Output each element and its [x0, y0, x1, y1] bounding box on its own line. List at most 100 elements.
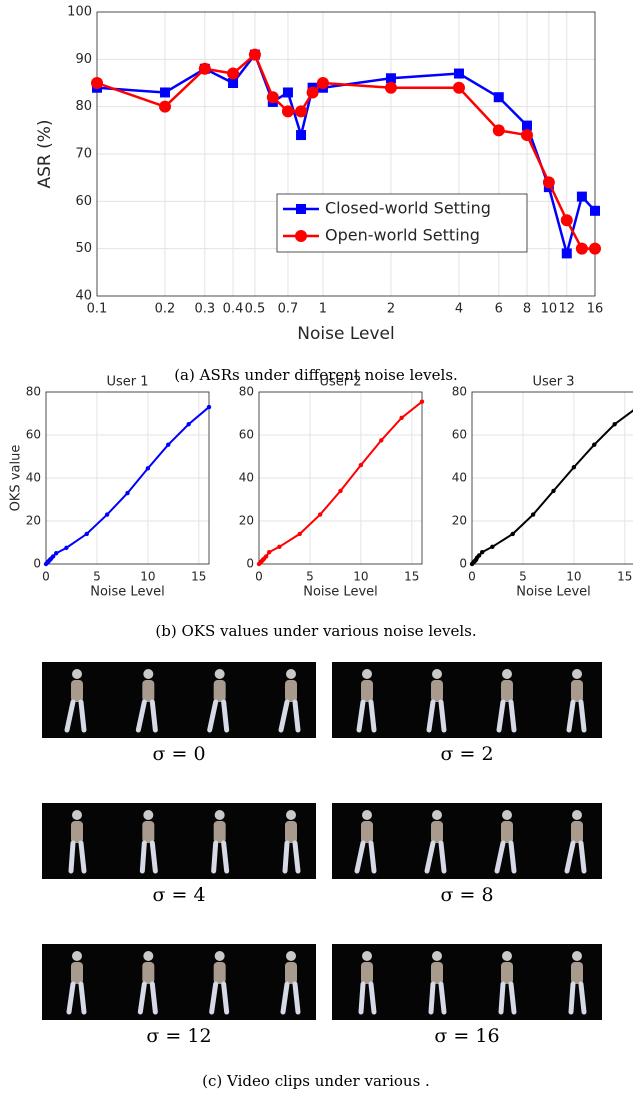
torso: [361, 821, 373, 843]
head: [72, 669, 82, 679]
clip-frame: [332, 662, 602, 738]
series-line: [471, 409, 633, 565]
x-tick-label: 0: [468, 570, 476, 584]
torso: [213, 680, 226, 702]
figure-sprite: [354, 810, 377, 874]
marker: [297, 531, 302, 537]
x-tick-label: 15: [617, 570, 632, 584]
video-clip: σ = 12: [42, 944, 316, 1047]
y-tick-label: 80: [26, 385, 41, 399]
x-tick-label: 16: [587, 302, 604, 317]
figure-sprite: [496, 669, 517, 733]
marker: [317, 512, 323, 517]
torso: [431, 680, 443, 702]
x-axis-label: Noise Level: [303, 585, 378, 600]
y-tick-label: 70: [75, 147, 92, 162]
marker: [277, 544, 282, 549]
legs: [424, 840, 447, 874]
plot-frame: [258, 391, 423, 565]
head: [432, 810, 442, 820]
figure-sprite: [356, 669, 377, 733]
y-tick-label: 60: [75, 194, 92, 209]
series-line: [258, 400, 423, 565]
figure-sprite: [280, 951, 301, 1015]
x-tick-label: 0.4: [223, 302, 244, 317]
torso: [571, 821, 583, 843]
torso: [213, 962, 226, 984]
x-tick-label: 5: [306, 570, 314, 584]
y-tick-label: 20: [239, 514, 254, 528]
marker: [281, 105, 294, 118]
marker: [316, 77, 329, 89]
x-tick-label: 10: [541, 302, 558, 317]
chart-title: User 3: [532, 375, 574, 390]
caption: (b) OKS values under various noise level…: [155, 622, 476, 640]
y-tick-label: 100: [67, 5, 92, 20]
marker: [589, 242, 601, 255]
x-tick-label: 10: [566, 570, 581, 584]
x-tick-label: 2: [387, 302, 395, 317]
marker: [160, 87, 171, 98]
marker: [266, 91, 279, 104]
y-axis-label: ASR (%): [35, 119, 55, 188]
marker: [551, 488, 556, 494]
figure-sprite: [139, 810, 158, 874]
x-axis-label: Noise Level: [516, 585, 591, 600]
marker: [479, 549, 485, 555]
x-tick-label: 15: [404, 570, 419, 584]
legs: [428, 981, 447, 1015]
marker: [476, 553, 482, 558]
marker: [186, 422, 191, 427]
torso: [285, 680, 297, 702]
x-tick-label: 10: [140, 570, 155, 584]
figure-sprite: [568, 951, 587, 1015]
marker: [296, 130, 307, 141]
torso: [142, 962, 155, 984]
head: [572, 810, 582, 820]
torso: [361, 962, 373, 984]
marker: [145, 466, 151, 471]
caption: (c) Video clips under various .: [202, 1072, 430, 1090]
y-tick-label: 40: [239, 471, 254, 485]
marker: [399, 415, 404, 420]
head: [572, 669, 582, 679]
marker: [379, 438, 384, 443]
marker: [306, 86, 319, 99]
y-tick-label: 40: [452, 471, 467, 485]
head: [143, 810, 154, 820]
legs: [426, 699, 447, 733]
legs: [356, 699, 377, 733]
x-axis-label: Noise Level: [90, 585, 165, 600]
marker: [530, 512, 536, 517]
x-tick-label: 0.5: [245, 302, 266, 317]
head: [214, 951, 225, 961]
x-tick-label: 15: [191, 570, 206, 584]
marker: [166, 442, 171, 447]
legs: [278, 699, 301, 733]
figure-sprite: [68, 810, 87, 874]
marker: [453, 68, 464, 79]
marker: [560, 214, 573, 227]
legs: [207, 699, 230, 733]
x-tick-label: 5: [93, 570, 101, 584]
figure-sprite: [564, 810, 587, 874]
marker: [53, 551, 59, 556]
head: [432, 669, 442, 679]
torso: [571, 962, 583, 984]
marker: [521, 120, 532, 131]
legs: [358, 981, 377, 1015]
clip-label: σ = 16: [434, 1025, 499, 1047]
legs: [282, 840, 301, 874]
y-tick-label: 20: [452, 514, 467, 528]
clip-label: σ = 4: [152, 884, 205, 906]
legs: [568, 981, 587, 1015]
chart-title: User 1: [106, 375, 148, 390]
y-tick-label: 60: [452, 428, 467, 442]
head: [72, 810, 82, 820]
head: [502, 951, 512, 961]
marker: [452, 81, 465, 94]
figure-sprite: [358, 951, 377, 1015]
marker: [571, 465, 577, 470]
marker: [510, 531, 515, 537]
torso: [571, 680, 583, 702]
